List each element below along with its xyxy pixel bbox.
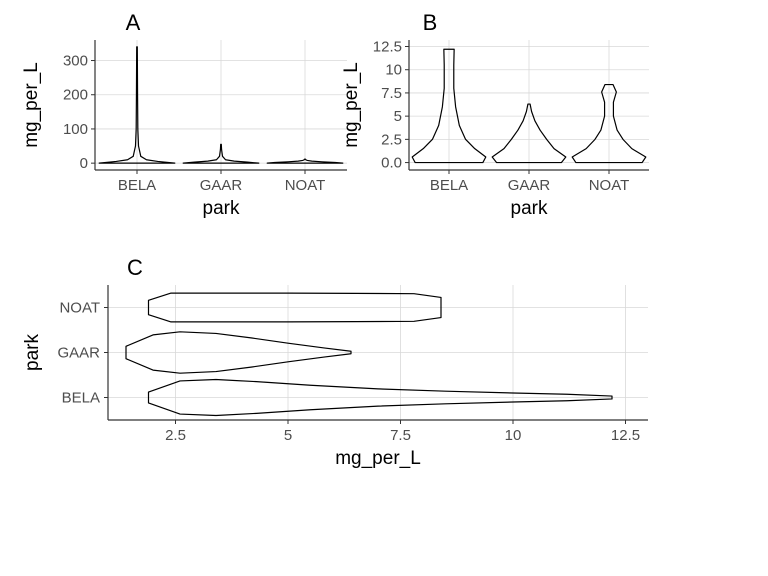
y-tick-label: 300 [63,53,88,70]
panel-B: 0.0 2.5 5 7.5 10 12.5 BELA GAAR NOAT park mg_per_L… [341,10,649,219]
x-tick-label: 7.5 [390,427,411,444]
y-axis-title: park [22,334,43,371]
x-tick-label: 2.5 [165,427,186,444]
y-tick-label: 0 [80,155,88,172]
y-tick-label: 12.5 [373,39,402,56]
x-tick-label: BELA [118,177,156,194]
x-axis-title: park [203,198,240,219]
panel-tag: B [423,10,438,35]
x-tick-label: GAAR [200,177,243,194]
y-tick-label: BELA [62,390,100,407]
figure-svg: 0 100 200 300 BELA GAAR NOAT park mg_per_L A 0.0 2.… [0,0,768,576]
y-tick-label: NOAT [59,300,100,317]
x-tick-label: GAAR [508,177,551,194]
y-tick-label: 100 [63,121,88,138]
x-tick-label: 12.5 [611,427,640,444]
x-tick-label: 10 [505,427,522,444]
x-axis-title: park [511,198,548,219]
y-tick-label: 5 [394,108,402,125]
y-tick-label: 200 [63,87,88,104]
x-tick-label: BELA [430,177,468,194]
panel-tag: C [127,255,143,280]
y-tick-label: GAAR [57,345,100,362]
x-tick-label: 5 [284,427,292,444]
y-tick-label: 10 [385,62,402,79]
panel-tag: A [126,10,141,35]
x-axis-title: mg_per_L [335,448,421,469]
x-tick-label: NOAT [589,177,630,194]
y-tick-label: 2.5 [381,131,402,148]
y-tick-label: 0.0 [381,155,402,172]
y-tick-label: 7.5 [381,85,402,102]
panel-A: 0 100 200 300 BELA GAAR NOAT park mg_per_L A [21,10,347,219]
x-tick-label: NOAT [285,177,326,194]
y-axis-title: mg_per_L [21,62,42,148]
y-axis-title: mg_per_L [341,62,362,148]
panel-C: 2.5 5 7.5 10 12.5 BELA GAAR NOAT mg_per_L park C [22,255,648,469]
